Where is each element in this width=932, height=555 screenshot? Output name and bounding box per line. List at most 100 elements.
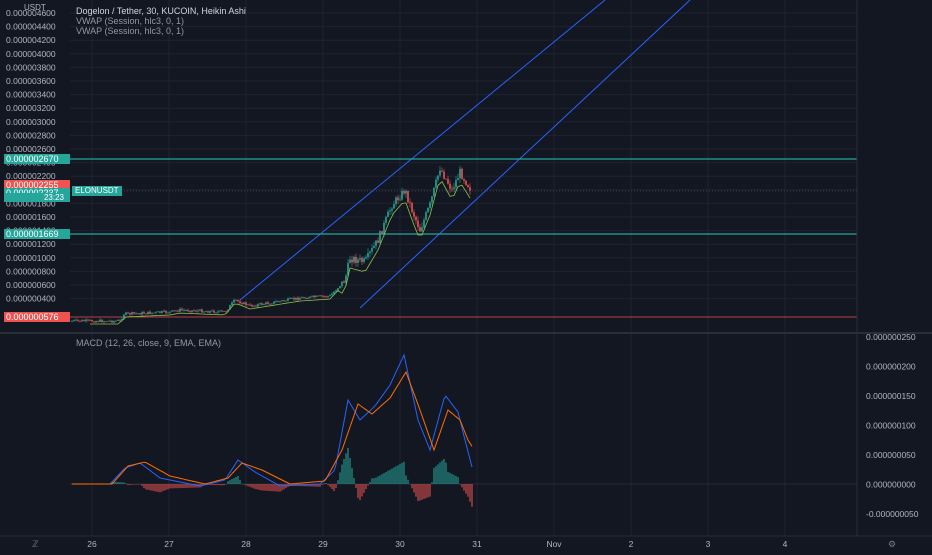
macd-hist-bar — [401, 462, 403, 484]
macd-hist-bar — [191, 484, 193, 488]
macd-hist-bar — [261, 484, 263, 491]
macd-hist-bar — [327, 484, 329, 486]
macd-hist-bar — [111, 481, 113, 484]
macd-hist-bar — [119, 482, 121, 484]
candle-body — [469, 187, 471, 191]
candle-body — [119, 320, 121, 322]
last-price-tag: 0.000002255 — [4, 180, 70, 190]
macd-hist-bar — [179, 484, 181, 489]
macd-hist-bar — [325, 483, 327, 484]
macd-hist-bar — [439, 462, 441, 484]
zoom-icon[interactable]: ℤ — [32, 539, 39, 549]
candle-body — [163, 310, 165, 312]
time-tick-label: 29 — [318, 539, 328, 549]
macd-hist-bar — [311, 484, 313, 487]
macd-hist-bar — [121, 482, 123, 484]
candle-body — [117, 320, 119, 322]
candle-body — [407, 190, 409, 203]
candle-body — [287, 298, 289, 301]
macd-hist-bar — [137, 484, 139, 485]
candle-body — [197, 310, 199, 312]
macd-hist-bar — [115, 481, 117, 484]
candle-body — [223, 311, 225, 312]
candle-body — [179, 308, 181, 312]
candle-body — [159, 311, 161, 313]
macd-hist-bar — [471, 484, 473, 507]
macd-hist-bar — [467, 484, 469, 497]
macd-hist-bar — [209, 484, 211, 485]
candle-body — [397, 197, 399, 201]
price-tick-label: 0.000002800 — [6, 130, 56, 140]
candle-body — [305, 298, 307, 299]
macd-legend[interactable]: MACD (12, 26, close, 9, EMA, EMA) — [76, 338, 222, 348]
candle-body — [327, 296, 329, 297]
candle-body — [375, 240, 377, 246]
candles-group — [71, 165, 471, 324]
macd-hist-bar — [309, 484, 311, 487]
macd-hist-bar — [369, 481, 371, 484]
candle-body — [263, 304, 265, 305]
candle-body — [405, 190, 407, 194]
vwap-legend-2[interactable]: VWAP (Session, hlc3, 0, 1) — [76, 26, 185, 36]
candle-body — [465, 180, 467, 185]
macd-hist-bar — [389, 469, 391, 484]
macd-axis[interactable]: 0.000000250 0.000000200 0.000000150 0.00000… — [866, 332, 919, 519]
settings-icon[interactable]: ⚙ — [888, 539, 897, 549]
macd-hist-bar — [245, 484, 247, 486]
candle-body — [457, 178, 459, 181]
macd-hist-bar — [193, 484, 195, 488]
vwap-legend-1[interactable]: VWAP (Session, hlc3, 0, 1) — [76, 16, 185, 26]
macd-hist-bar — [189, 484, 191, 488]
candle-body — [383, 222, 385, 234]
time-tick-label: 28 — [241, 539, 251, 549]
macd-hist-bar — [243, 484, 245, 485]
candle-body — [201, 309, 203, 313]
macd-hist-bar — [113, 481, 115, 484]
macd-hist-bar — [131, 484, 133, 485]
macd-hist-bar — [263, 484, 265, 491]
macd-hist-bar — [435, 466, 437, 484]
candle-body — [447, 178, 449, 184]
macd-hist-bar — [353, 477, 355, 484]
candle-body — [267, 302, 269, 304]
macd-tick-label: -0.000000050 — [866, 509, 919, 519]
candle-body — [219, 310, 221, 312]
candle-body — [255, 305, 257, 307]
macd-hist-bar — [345, 453, 347, 484]
macd-hist-bar — [183, 484, 185, 488]
candle-body — [125, 312, 127, 315]
macd-hist-bar — [315, 484, 317, 487]
symbol-title[interactable]: Dogelon / Tether, 30, KUCOIN, Heikin Ash… — [76, 6, 246, 16]
macd-hist-bar — [125, 483, 127, 484]
base-price-tag: 0.000000576 — [4, 312, 70, 322]
candle-body — [319, 295, 321, 297]
candle-body — [427, 207, 429, 213]
candle-body — [317, 295, 319, 297]
candle-body — [173, 310, 175, 312]
candle-body — [325, 296, 327, 298]
channel-lower-line[interactable] — [359, 0, 691, 309]
macd-hist-bar — [139, 483, 141, 485]
macd-tick-label: 0.000000250 — [866, 332, 916, 342]
candle-body — [147, 311, 149, 315]
channel-upper-line[interactable] — [239, 0, 606, 301]
macd-hist-bar — [291, 484, 293, 486]
macd-hist-bar — [249, 484, 251, 487]
candle-body — [275, 301, 277, 303]
macd-hist-bar — [357, 484, 359, 498]
macd-hist-bar — [417, 484, 419, 501]
macd-hist-bar — [371, 478, 373, 484]
candle-body — [207, 311, 209, 313]
macd-hist-bar — [461, 484, 463, 488]
macd-hist-bar — [147, 484, 149, 490]
macd-hist-bar — [341, 464, 343, 484]
macd-hist-bar — [359, 484, 361, 501]
candle-body — [151, 312, 153, 314]
candle-body — [391, 208, 393, 211]
time-axis[interactable]: 26 27 28 29 30 31 Nov 2 3 4 — [87, 539, 787, 549]
candle-body — [371, 248, 373, 252]
macd-hist-bar — [123, 482, 125, 484]
candle-body — [121, 318, 123, 321]
